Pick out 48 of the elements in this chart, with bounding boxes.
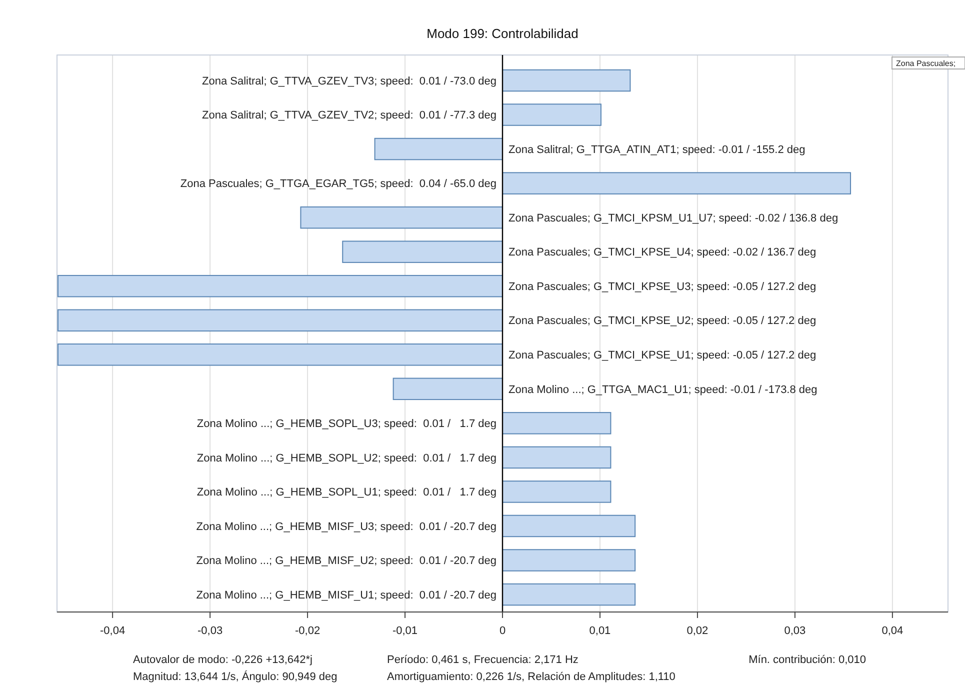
bar [502,549,636,572]
x-tick-label: 0,04 [882,625,904,637]
y-tick-label: Zona Molino ...; G_TTGA_MAC1_U1; speed: -0.01 / -173.8 deg [508,384,818,396]
y-tick-label: Zona Molino ...; G_HEMB_SOPL_U2; speed: 0.01 / 1.7 deg [196,452,496,464]
bar [342,240,503,263]
x-tick-label: -0,01 [392,625,418,637]
y-tick-label: Zona Pascuales; G_TTGA_EGAR_TG5; speed: 0.04 / -65.0 deg [180,178,496,190]
y-tick-label: Zona Salitral; G_TTVA_GZEV_TV3; speed: 0.01 / -73.0 deg [202,75,496,88]
x-tick-label: 0,02 [686,625,708,637]
x-tick-label: 0,03 [784,625,806,637]
bar [502,69,631,92]
x-tick-label: -0,02 [294,625,320,637]
bar [502,480,612,503]
x-tick-label: -0,03 [198,625,223,637]
bar [57,309,503,332]
x-tick-label: -0,04 [100,625,126,637]
y-tick-label: Zona Molino ...; G_HEMB_SOPL_U1; speed: 0.01 / 1.7 deg [196,486,496,499]
y-tick-label: Zona Pascuales; G_TMCI_KPSE_U1; speed: -0.05 / 127.2 deg [508,349,816,362]
bar [374,138,503,160]
bar [300,206,503,229]
y-tick-label: Zona Molino ...; G_HEMB_SOPL_U3; speed: 0.01 / 1.7 deg [196,418,496,430]
x-tick-label: 0,01 [589,625,611,637]
bar [502,446,612,469]
bar [57,344,503,366]
y-tick-label: Zona Pascuales; G_TMCI_KPSM_U1_U7; speed: -0.02 / 136.8 deg [508,212,838,224]
y-tick-label: Zona Pascuales; G_TMCI_KPSE_U2; speed: -0.05 / 127.2 deg [508,315,816,328]
x-tick-label: 0 [499,625,506,637]
y-tick-label: Zona Molino ...; G_HEMB_MISF_U1; speed: 0.01 / -20.7 deg [196,589,496,602]
y-tick-label: Zona Pascuales; G_TMCI_KPSE_U3; speed: -0.05 / 127.2 deg [508,280,816,293]
bar [502,583,636,606]
y-tick-label: Zona Molino ...; G_HEMB_MISF_U2; speed: 0.01 / -20.7 deg [196,555,496,568]
text: Amortiguamiento: 0,226 1/s, Relación de Amplitudes: 1,110 [387,671,676,683]
bar [392,378,503,400]
annotation: Zona Pascuales; [896,59,956,68]
text: Mín. contribución: 0,010 [748,654,866,666]
bar [502,104,602,126]
text: Período: 0,461 s, Frecuencia: 2,171 Hz [387,654,578,666]
bar [502,412,612,434]
y-tick-label: Zona Salitral; G_TTGA_ATIN_AT1; speed: -0.01 / -155.2 deg [508,144,806,156]
y-tick-label: Zona Pascuales; G_TMCI_KPSE_U4; speed: -0.02 / 136.7 deg [508,246,816,259]
bar [502,514,636,538]
chart-title: Modo 199: Controlabilidad [426,26,578,41]
y-tick-label: Zona Molino ...; G_HEMB_MISF_U3; speed: 0.01 / -20.7 deg [196,520,496,533]
y-tick-label: Zona Salitral; G_TTVA_GZEV_TV2; speed: 0.01 / -77.3 deg [202,110,496,122]
bar [57,274,503,298]
bar [502,172,852,194]
text: Autovalor de modo: -0,226 +13,642*j [133,654,312,666]
text: Magnitud: 13,644 1/s, Ángulo: 90,949 deg [133,670,338,683]
